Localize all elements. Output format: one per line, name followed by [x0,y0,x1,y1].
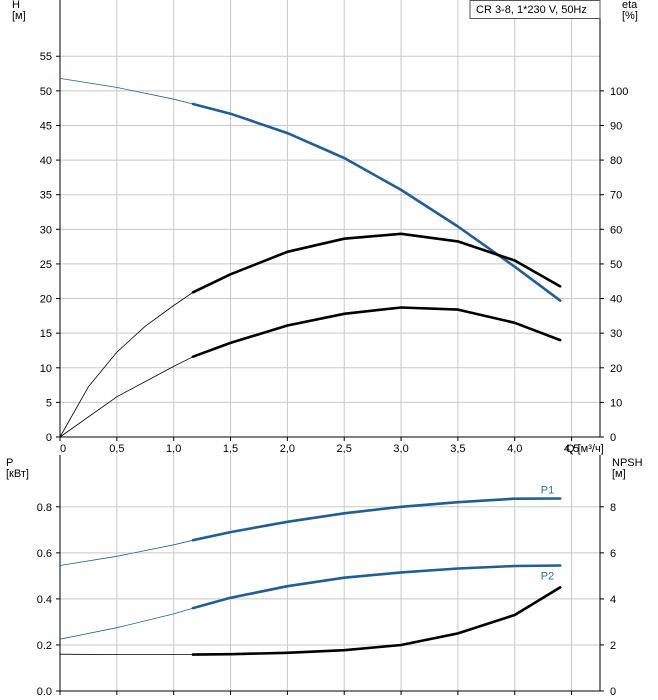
x-axis-label: Q [м³/ч] [566,443,604,455]
grid-lines [60,0,600,691]
y-tick-label-right: 0 [610,432,616,444]
y-tick-label-left: 0 [46,432,52,444]
y-tick-label-right: 8 [610,502,616,514]
y-tick-label-left: 25 [40,259,52,271]
y-tick-label-left: 35 [40,190,52,202]
x-tick-label: 1,5 [223,443,238,455]
y-tick-label-right: 40 [610,294,622,306]
series-line-bold [191,306,562,359]
y-axis-label-left: H [м] [12,0,26,22]
y-tick-label-right: 20 [610,363,622,375]
series-line-thin [59,539,194,566]
series-line-thin [59,356,194,438]
y-axis-label-right: NPSH [м] [612,457,643,480]
series-line-thin [59,607,194,640]
y-tick-label-left: 0.2 [37,640,52,652]
y-tick-label-left: 55 [40,51,52,63]
series-line-bold [191,497,562,542]
x-tick-label: 4,0 [507,443,522,455]
y-tick-label-left: 0.0 [37,686,52,698]
series-line-thin [59,291,194,438]
y-tick-label-left: 15 [40,328,52,340]
y-tick-label-right: 2 [610,640,616,652]
y-tick-label-left: 0.8 [37,502,52,514]
x-tick-label: 2,0 [280,443,295,455]
y-tick-label-right: 0 [610,686,616,698]
series-line-bold [191,564,562,610]
series-label: P1 [541,485,554,497]
y-tick-label-right: 6 [610,548,616,560]
y-tick-label-right: 10 [610,397,622,409]
y-tick-label-right: 80 [610,155,622,167]
x-tick-label: 2,5 [337,443,352,455]
x-tick-label: 1,0 [166,443,181,455]
y-tick-label-left: 30 [40,224,52,236]
x-tick-label: 4,5 [564,443,579,455]
x-tick-label: 0,5 [109,443,124,455]
y-tick-label-right: 60 [610,224,622,236]
y-tick-label-right: 50 [610,259,622,271]
y-tick-label-left: 0.6 [37,548,52,560]
y-tick-label-left: 10 [40,363,52,375]
y-tick-label-left: 40 [40,155,52,167]
series-line-bold [191,232,562,294]
y-tick-label-left: 45 [40,120,52,132]
y-tick-label-right: 70 [610,190,622,202]
y-tick-label-right: 30 [610,328,622,340]
y-tick-label-left: 50 [40,86,52,98]
legend-text: CR 3-8, 1*230 V, 50Hz [476,4,587,16]
series-line-bold [191,102,562,302]
tick-labels: 0510152025303540455055010203040506070809… [6,0,643,698]
y-tick-label-left: 20 [40,294,52,306]
y-tick-label-left: 0.4 [37,594,52,606]
legend: CR 3-8, 1*230 V, 50Hz [469,0,601,19]
series-label: P2 [541,571,554,583]
x-tick-label: 0 [60,443,66,455]
series-line-thin [59,78,194,105]
y-tick-label-left: 5 [46,397,52,409]
axes [56,0,604,695]
y-tick-label-right: 90 [610,120,622,132]
x-tick-label: 3,5 [450,443,465,455]
y-axis-label-right: eta [%] [622,0,638,22]
x-tick-label: 3,0 [393,443,408,455]
y-tick-label-right: 4 [610,594,616,606]
data-series [59,78,562,656]
y-tick-label-right: 100 [610,86,628,98]
y-axis-label-left: P [кВт] [6,457,29,480]
series-line-bold [191,586,562,656]
legend-box [469,0,601,19]
